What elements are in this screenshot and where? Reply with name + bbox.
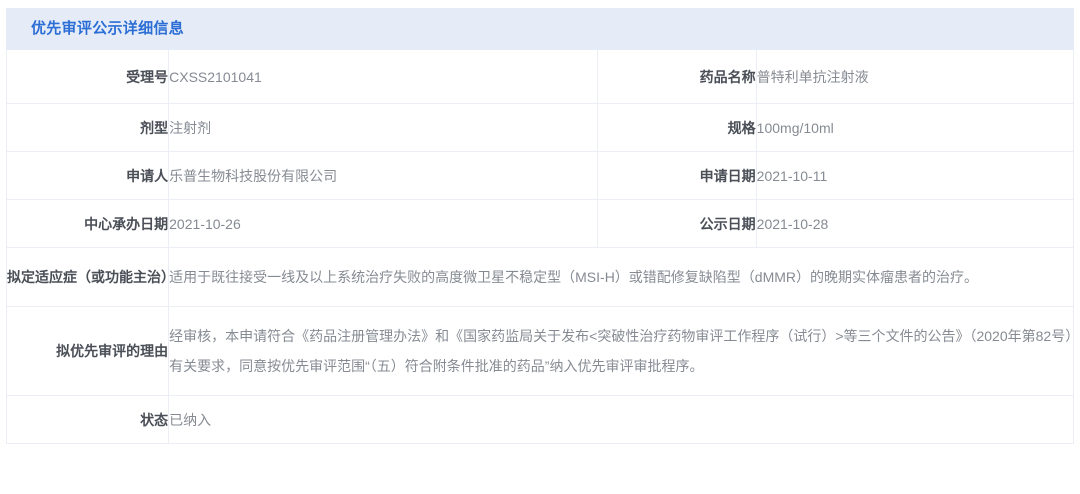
field-label-center-accept-date: 中心承办日期 — [5, 199, 170, 248]
table-row: 剂型 注射剂 规格 100mg/10ml — [5, 103, 1075, 152]
table-row: 受理号 CXSS2101041 药品名称 普特利单抗注射液 — [5, 49, 1075, 104]
field-value-publicity-date: 2021-10-28 — [755, 199, 1075, 248]
table-row: 状态 已纳入 — [5, 395, 1074, 444]
table-row: 申请人 乐普生物科技股份有限公司 申请日期 2021-10-11 — [5, 151, 1075, 200]
field-label-dosage-form: 剂型 — [5, 103, 170, 152]
field-value-application-date: 2021-10-11 — [755, 151, 1075, 200]
field-value-acceptance-number: CXSS2101041 — [168, 49, 598, 104]
field-label-acceptance-number: 受理号 — [5, 49, 170, 104]
field-label-application-date: 申请日期 — [596, 151, 757, 200]
field-value-center-accept-date: 2021-10-26 — [168, 199, 598, 248]
field-value-dosage-form: 注射剂 — [168, 103, 598, 152]
field-value-priority-reason: 经审核，本申请符合《药品注册管理办法》和《国家药监局关于发布<突破性治疗药物审评… — [168, 306, 1074, 396]
field-label-specification: 规格 — [596, 103, 757, 152]
field-label-drug-name: 药品名称 — [596, 49, 757, 104]
field-label-priority-reason: 拟优先审评的理由 — [5, 306, 170, 396]
panel-title-row: 优先审评公示详细信息 — [6, 8, 1074, 50]
table-row: 拟优先审评的理由 经审核，本申请符合《药品注册管理办法》和《国家药监局关于发布<… — [5, 306, 1074, 396]
field-value-indication: 适用于既往接受一线及以上系统治疗失败的高度微卫星不稳定型（MSI-H）或错配修复… — [168, 247, 1074, 307]
field-label-status: 状态 — [5, 395, 170, 444]
field-label-publicity-date: 公示日期 — [596, 199, 757, 248]
panel-title-cell: 优先审评公示详细信息 — [6, 8, 1074, 50]
page-title: 优先审评公示详细信息 — [31, 20, 185, 37]
table-row: 拟定适应症（或功能主治） 适用于既往接受一线及以上系统治疗失败的高度微卫星不稳定… — [5, 247, 1074, 307]
priority-review-detail-table: 优先审评公示详细信息 受理号 CXSS2101041 药品名称 普特利单抗注射液… — [5, 8, 1075, 444]
status-badge: 已纳入 — [168, 395, 1074, 444]
field-value-specification: 100mg/10ml — [755, 103, 1075, 152]
field-value-applicant: 乐普生物科技股份有限公司 — [168, 151, 598, 200]
field-value-drug-name: 普特利单抗注射液 — [755, 49, 1075, 104]
table-row: 中心承办日期 2021-10-26 公示日期 2021-10-28 — [5, 199, 1075, 248]
field-label-applicant: 申请人 — [5, 151, 170, 200]
field-label-indication: 拟定适应症（或功能主治） — [5, 247, 175, 307]
